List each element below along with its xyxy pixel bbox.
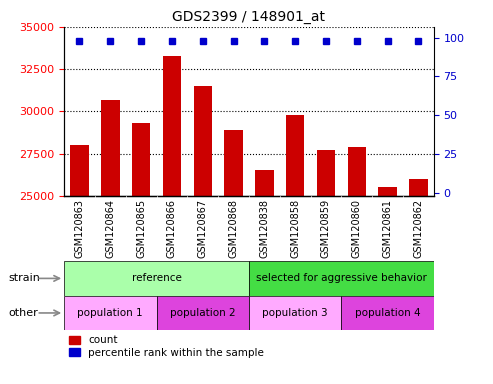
- Bar: [249, 261, 434, 296]
- Text: GSM120862: GSM120862: [414, 199, 423, 258]
- Text: GSM120866: GSM120866: [167, 199, 177, 258]
- Bar: [378, 187, 397, 196]
- Text: population 1: population 1: [77, 308, 143, 318]
- Text: GSM120864: GSM120864: [106, 199, 115, 258]
- Bar: [157, 296, 249, 330]
- Bar: [70, 145, 89, 196]
- Text: GSM120865: GSM120865: [136, 199, 146, 258]
- Bar: [224, 130, 243, 196]
- Text: population 2: population 2: [170, 308, 236, 318]
- Bar: [409, 179, 427, 196]
- Bar: [163, 56, 181, 196]
- Text: GSM120860: GSM120860: [352, 199, 362, 258]
- Bar: [286, 115, 305, 196]
- Bar: [132, 123, 150, 196]
- Text: GSM120838: GSM120838: [259, 199, 269, 258]
- Text: GSM120867: GSM120867: [198, 199, 208, 258]
- Text: selected for aggressive behavior: selected for aggressive behavior: [256, 273, 427, 283]
- Text: strain: strain: [9, 273, 40, 283]
- Bar: [249, 296, 341, 330]
- Text: GSM120868: GSM120868: [229, 199, 239, 258]
- Text: reference: reference: [132, 273, 181, 283]
- Legend: count, percentile rank within the sample: count, percentile rank within the sample: [70, 336, 264, 358]
- Bar: [64, 296, 157, 330]
- Bar: [317, 150, 335, 196]
- Bar: [341, 296, 434, 330]
- Bar: [193, 86, 212, 196]
- Text: GSM120859: GSM120859: [321, 199, 331, 258]
- Text: other: other: [9, 308, 38, 318]
- Bar: [64, 261, 249, 296]
- Text: GSM120861: GSM120861: [383, 199, 392, 258]
- Bar: [348, 147, 366, 196]
- Bar: [101, 99, 119, 196]
- Title: GDS2399 / 148901_at: GDS2399 / 148901_at: [173, 10, 325, 25]
- Text: GSM120863: GSM120863: [74, 199, 84, 258]
- Text: population 3: population 3: [262, 308, 328, 318]
- Text: GSM120858: GSM120858: [290, 199, 300, 258]
- Bar: [255, 170, 274, 196]
- Text: population 4: population 4: [355, 308, 421, 318]
